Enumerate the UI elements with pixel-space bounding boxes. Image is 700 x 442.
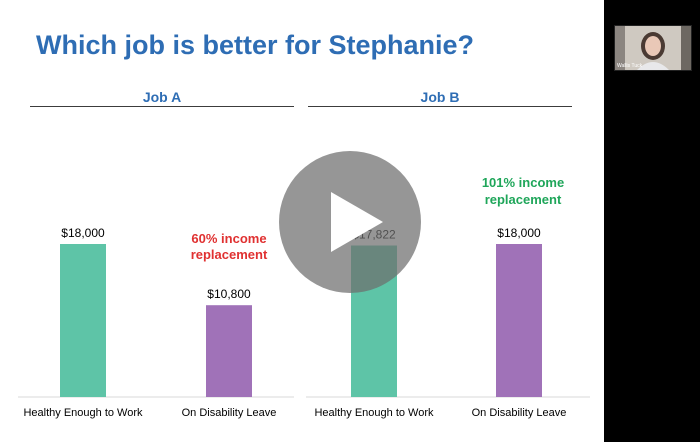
- play-button[interactable]: [279, 151, 421, 293]
- job-a-underline: [30, 106, 294, 107]
- video-sidebar: [604, 0, 700, 442]
- bar-value-label: $18,000: [497, 226, 541, 240]
- annotation-job-b-line2: replacement: [485, 192, 562, 207]
- annotation-job-a-line1: 60% income: [191, 231, 266, 246]
- income-bar-chart: $18,000 Healthy Enough to Work $10,800 On D…: [18, 175, 590, 419]
- annotation-job-b-line1: 101% income: [482, 175, 564, 190]
- annotation-job-a-line2: replacement: [191, 247, 268, 262]
- category-label: Healthy Enough to Work: [314, 407, 434, 419]
- bar-value-label: $10,800: [207, 287, 251, 301]
- job-b-underline: [308, 106, 572, 107]
- bar-value-label: $18,000: [61, 226, 105, 240]
- presenter-thumbnail[interactable]: Wallis Tuck: [614, 25, 692, 71]
- bar: [496, 244, 542, 397]
- presenter-name: Wallis Tuck: [617, 63, 643, 69]
- slide-title: Which job is better for Stephanie?: [36, 30, 475, 60]
- slide: Which job is better for Stephanie? Job A…: [0, 0, 604, 442]
- presenter-avatar: [615, 26, 691, 70]
- play-icon: [331, 192, 383, 252]
- job-b-heading: Job B: [420, 89, 460, 105]
- bar: [206, 305, 252, 397]
- category-label: On Disability Leave: [182, 407, 277, 419]
- category-label: Healthy Enough to Work: [23, 407, 143, 419]
- category-label: On Disability Leave: [472, 407, 567, 419]
- bar: [60, 244, 106, 397]
- job-a-heading: Job A: [142, 89, 182, 105]
